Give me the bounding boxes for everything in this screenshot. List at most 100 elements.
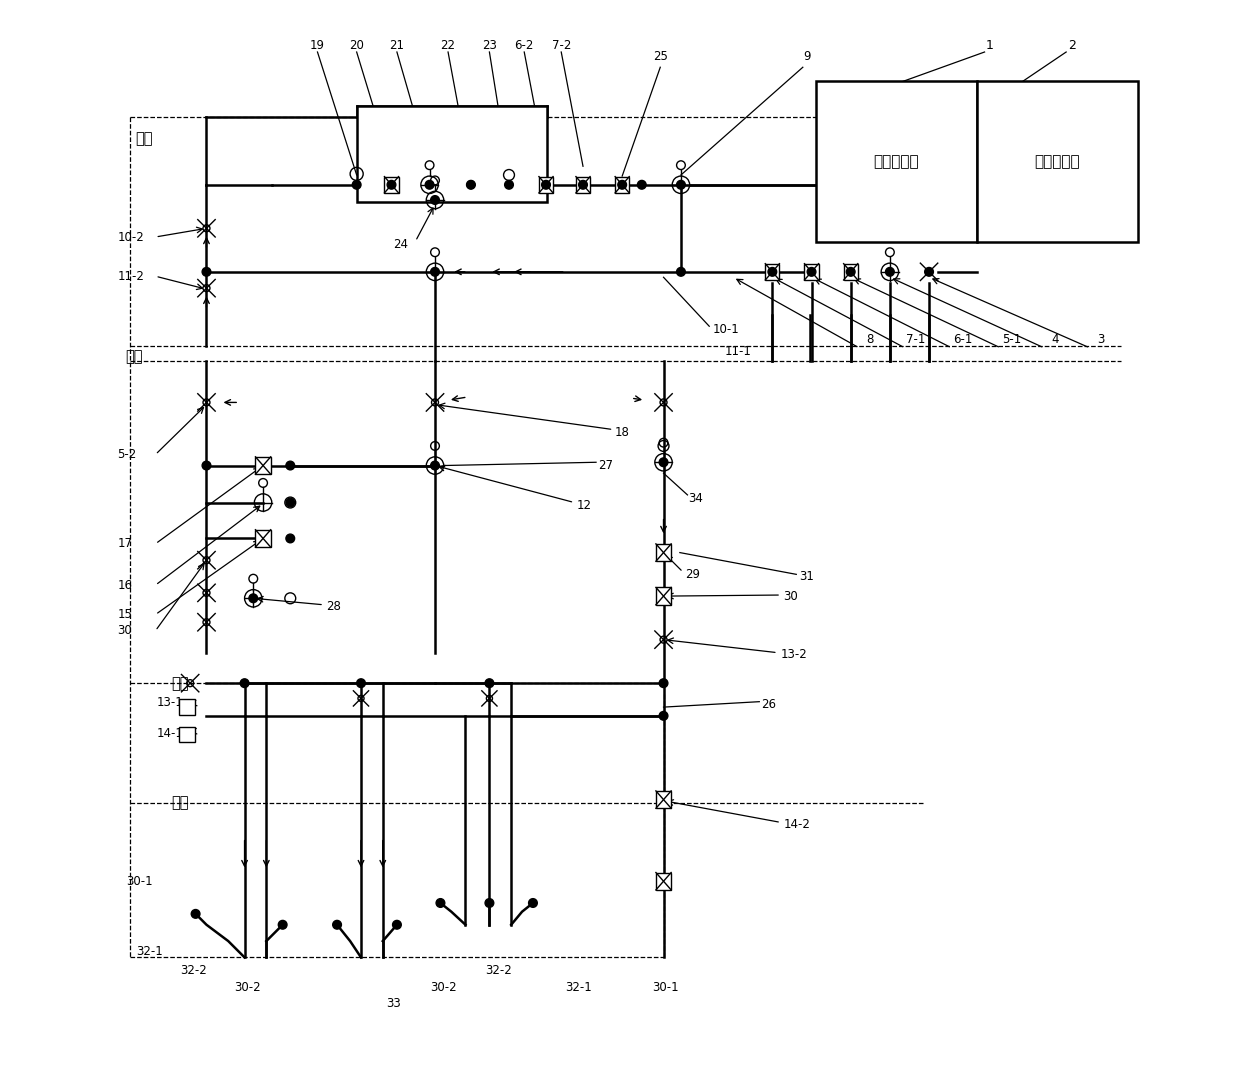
Circle shape: [352, 180, 361, 189]
Bar: [656, 587, 671, 604]
Text: 14-2: 14-2: [784, 818, 810, 831]
Bar: [656, 872, 671, 890]
Text: 26: 26: [761, 698, 776, 711]
Circle shape: [677, 180, 686, 189]
Text: 10-1: 10-1: [713, 323, 739, 336]
Circle shape: [660, 458, 668, 467]
Circle shape: [357, 679, 366, 688]
Circle shape: [528, 899, 537, 907]
Text: 3: 3: [1097, 333, 1105, 345]
Bar: [843, 263, 858, 280]
Circle shape: [579, 180, 588, 189]
Bar: [977, 81, 1138, 242]
Circle shape: [202, 462, 211, 470]
Text: 32-2: 32-2: [180, 964, 207, 976]
Bar: [765, 263, 780, 280]
Bar: [805, 263, 818, 280]
Text: 25: 25: [652, 50, 667, 63]
Circle shape: [485, 899, 494, 907]
Text: 21: 21: [389, 39, 404, 52]
Bar: [255, 530, 270, 547]
Text: 4: 4: [1052, 333, 1059, 345]
Bar: [539, 177, 553, 193]
Text: 10-2: 10-2: [118, 230, 144, 243]
Text: 30: 30: [784, 589, 799, 602]
Text: 20: 20: [350, 39, 365, 52]
Text: 盾体: 盾体: [171, 676, 190, 691]
Text: 8: 8: [867, 333, 874, 345]
Bar: [180, 727, 195, 742]
Circle shape: [425, 180, 434, 189]
Text: 2: 2: [1068, 39, 1075, 52]
Text: 16: 16: [118, 579, 133, 592]
Circle shape: [637, 180, 646, 189]
Text: 19: 19: [310, 39, 325, 52]
Text: 28: 28: [326, 600, 341, 614]
Circle shape: [660, 679, 668, 688]
Bar: [180, 699, 195, 714]
Circle shape: [286, 498, 295, 507]
Circle shape: [430, 462, 439, 470]
Text: 32-2: 32-2: [485, 964, 511, 976]
Circle shape: [278, 920, 286, 930]
Circle shape: [436, 899, 445, 907]
Circle shape: [807, 268, 816, 276]
Circle shape: [332, 920, 341, 930]
Text: 11-2: 11-2: [118, 270, 144, 282]
Bar: [384, 177, 398, 193]
Circle shape: [202, 268, 211, 276]
Text: 29: 29: [686, 568, 701, 581]
Bar: [357, 107, 547, 203]
Text: 18: 18: [615, 426, 630, 439]
Text: 34: 34: [688, 491, 703, 504]
Circle shape: [387, 180, 396, 189]
Text: 23: 23: [482, 39, 497, 52]
Text: 32-1: 32-1: [565, 982, 591, 995]
Text: 13-2: 13-2: [781, 648, 807, 661]
Text: 30-2: 30-2: [430, 982, 458, 995]
Text: 33: 33: [387, 997, 401, 1010]
Text: 压滤机总成: 压滤机总成: [1034, 155, 1080, 169]
Circle shape: [191, 909, 200, 918]
Text: 30: 30: [118, 625, 131, 637]
Text: 17: 17: [118, 537, 133, 550]
Circle shape: [466, 180, 475, 189]
Text: 9: 9: [804, 50, 811, 63]
Circle shape: [393, 920, 402, 930]
Bar: [656, 791, 671, 808]
Circle shape: [286, 462, 295, 470]
Bar: [255, 457, 270, 474]
Text: 32-1: 32-1: [136, 946, 164, 958]
Text: 刀盘: 刀盘: [171, 795, 190, 810]
Circle shape: [847, 268, 856, 276]
Circle shape: [677, 268, 686, 276]
Text: 6-2: 6-2: [515, 39, 534, 52]
Text: 22: 22: [440, 39, 455, 52]
Text: 31: 31: [800, 570, 815, 583]
Circle shape: [542, 180, 551, 189]
Circle shape: [286, 534, 295, 543]
Circle shape: [885, 268, 894, 276]
Text: 1: 1: [986, 39, 994, 52]
Circle shape: [618, 180, 626, 189]
Text: 14-1: 14-1: [156, 727, 184, 740]
Bar: [575, 177, 590, 193]
Circle shape: [925, 268, 934, 276]
Circle shape: [660, 711, 668, 721]
Text: 30-1: 30-1: [125, 875, 153, 888]
Text: 地面: 地面: [135, 131, 154, 146]
Text: 泥浆分离站: 泥浆分离站: [874, 155, 919, 169]
Bar: [656, 544, 671, 562]
Circle shape: [485, 679, 494, 688]
Text: 12: 12: [577, 499, 591, 513]
Text: 7-1: 7-1: [906, 333, 926, 345]
Circle shape: [768, 268, 776, 276]
Text: 30-1: 30-1: [652, 982, 680, 995]
Text: 6-1: 6-1: [954, 333, 972, 345]
Circle shape: [249, 594, 258, 602]
Text: 11-1: 11-1: [724, 344, 751, 358]
Circle shape: [430, 196, 439, 205]
Text: 基坑: 基坑: [125, 350, 143, 365]
Text: 27: 27: [598, 459, 614, 472]
Text: 7-2: 7-2: [552, 39, 570, 52]
